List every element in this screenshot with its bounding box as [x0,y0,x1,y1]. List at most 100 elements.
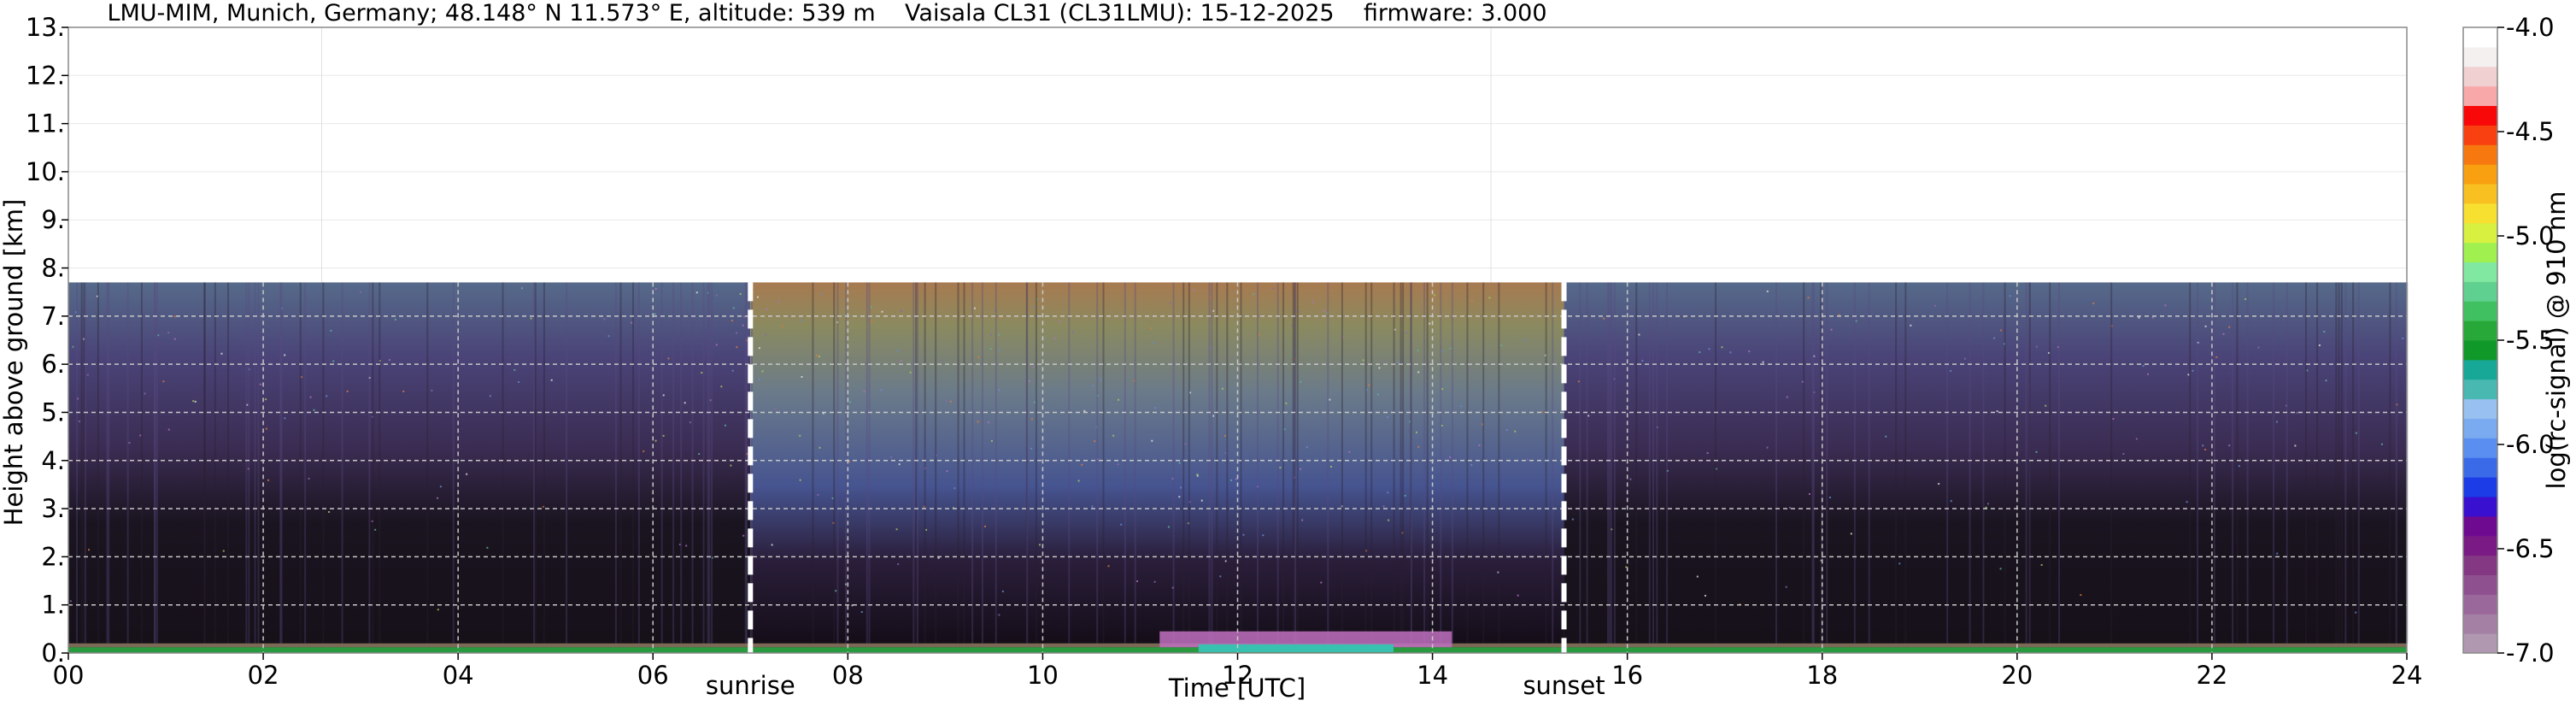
signal-speckle [1910,324,1912,327]
signal-speckle [989,334,992,337]
grid [68,27,2407,653]
signal-streak [1969,282,1971,644]
signal-streak [2025,282,2027,644]
signal-speckle [1306,446,1308,449]
signal-speckle [83,338,85,340]
y-tick-label: 4. [41,446,65,475]
signal-speckle [822,412,824,415]
signal-speckle [284,417,286,420]
colorbar-block [2463,614,2497,634]
signal-speckle [836,321,839,324]
signal-speckle [78,421,80,423]
signal-speckle [1497,571,1499,574]
signal-streak [2344,282,2347,644]
signal-streak [868,282,871,644]
signal-streak [2352,282,2355,644]
signal-speckle [371,520,373,522]
signal-speckle [832,521,835,524]
signal-speckle [1505,429,1508,432]
colorbar-block [2463,515,2497,537]
signal-speckle [326,395,328,397]
x-tick-label: 06 [637,661,669,690]
signal-speckle [1762,361,1764,363]
signal-speckle [1221,387,1223,390]
y-tick-label: 3. [41,494,65,523]
signal-streak [1656,282,1658,644]
signal-speckle [513,368,516,371]
signal-speckle [1666,469,1669,472]
signal-streak [745,282,748,644]
signal-speckle [1189,391,1192,394]
signal-speckle [2204,325,2207,327]
signal-speckle [1807,297,1810,299]
signal-speckle [2306,369,2309,372]
signal-streak [916,282,918,644]
signal-streak [812,282,814,644]
y-tick-label: 7. [41,302,65,331]
signal-speckle [2402,337,2404,339]
colorbar-block [2463,594,2497,615]
signal-speckle [818,356,820,358]
signal-streak [1292,282,1294,644]
signal-speckle [2323,331,2326,333]
signal-speckle [1441,350,1444,353]
colorbar-block [2463,125,2497,145]
y-axis-label: Height above ground [km] [0,199,28,527]
colorbar-tick-label: -6.5 [2506,534,2555,563]
signal-speckle [1300,380,1302,383]
signal-speckle [736,332,738,334]
signal-speckle [895,528,898,531]
signal-speckle [1813,391,1816,393]
x-tick-label: 18 [1806,661,1838,690]
signal-streak [1216,282,1218,644]
signal-speckle [1341,505,1343,508]
signal-speckle [1898,562,1901,565]
signal-streak [1226,282,1229,644]
signal-streak [83,282,85,644]
signal-speckle [2192,369,2194,372]
signal-speckle [173,338,176,340]
signal-speckle [1188,501,1191,503]
signal-speckle [2035,345,2038,348]
signal-streak [1811,282,1814,644]
signal-streak [619,282,622,644]
signal-streak [2286,282,2288,644]
signal-streak [2232,282,2234,644]
signal-speckle [1417,445,1420,448]
signal-speckle [402,390,405,392]
signal-streak [1482,282,1485,644]
signal-speckle [1095,426,1098,428]
signal-speckle [977,356,980,359]
signal-speckle [1096,394,1099,397]
signal-speckle [1766,446,1769,449]
signal-streak [672,282,675,644]
signal-streak [1410,282,1412,644]
signal-streak [1026,282,1029,644]
signal-speckle [1706,452,1709,455]
signal-streak [1868,282,1870,644]
colorbar: -4.0 -4.5 -5.0 -5.5 -6.0 -6.5 -7.0 log(rc-sign… [2462,13,2571,668]
signal-speckle [1993,337,1996,339]
signal-speckle [2197,341,2199,344]
signal-streak [279,282,282,644]
signal-speckle [1257,485,1259,488]
signal-streak [1124,282,1126,644]
colorbar-block [2463,281,2497,302]
signal-speckle [871,320,873,322]
signal-speckle [1059,321,1061,323]
signal-speckle [745,339,748,342]
signal-streak [378,282,381,644]
signal-speckle [1000,316,1003,319]
signal-speckle [1415,431,1417,433]
signal-speckle [756,296,759,298]
signal-speckle [1038,544,1041,546]
signal-streak [1256,282,1259,644]
signal-speckle [743,315,746,318]
signal-speckle [1184,443,1187,445]
signal-streak [76,282,79,644]
signal-speckle [860,611,863,614]
signal-speckle [1312,301,1315,303]
signal-speckle [820,292,823,295]
signal-speckle [1223,434,1226,437]
signal-speckle [489,395,491,397]
